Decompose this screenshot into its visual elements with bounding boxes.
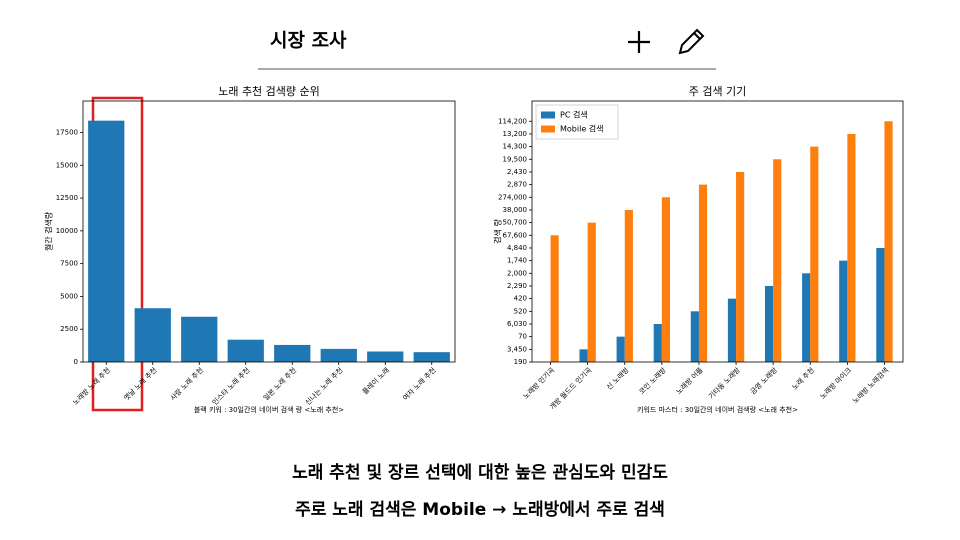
legend-swatch xyxy=(541,111,555,119)
x-axis-label: 블랙 키워 : 30일간의 네이버 검색 량 <노래 추천> xyxy=(194,405,344,414)
bar xyxy=(802,273,811,362)
y-tick-label: 520 xyxy=(514,307,527,315)
bar xyxy=(274,344,311,362)
bar xyxy=(616,336,625,362)
y-tick-label: 2,430 xyxy=(507,168,527,176)
chart-title: 주 검색 기기 xyxy=(689,85,747,98)
y-tick-label: 0 xyxy=(74,358,78,366)
summary-line: 주로 노래 검색은 Mobile → 노래방에서 주로 검색 xyxy=(295,500,665,520)
bar xyxy=(550,235,559,362)
y-tick-label: 114,200 xyxy=(498,117,527,125)
bar xyxy=(764,285,774,362)
add-icon[interactable] xyxy=(628,31,650,53)
y-tick-label: 14,300 xyxy=(503,143,528,151)
y-tick-label: 67,600 xyxy=(503,231,528,239)
x-axis-label: 키워드 마스터 : 30일간의 네이버 검색량 <노래 추천> xyxy=(637,405,798,414)
bar xyxy=(810,146,819,362)
bar xyxy=(839,260,848,362)
bar xyxy=(88,120,125,362)
y-tick-label: 274,000 xyxy=(498,193,527,201)
y-tick-label: 2,000 xyxy=(507,269,527,277)
bar xyxy=(736,171,745,362)
plot-frame xyxy=(82,100,456,363)
x-tick-label: 옛날 노래 추천 xyxy=(122,365,159,402)
y-tick-label: 7500 xyxy=(60,260,78,268)
x-tick-label: 사랑 노래 추천 xyxy=(168,365,205,402)
x-tick-label: 인스타 노래 추천 xyxy=(210,365,251,406)
x-tick-label: 노래방 노래 추천 xyxy=(71,365,112,406)
x-tick-label: 노래방 어플 xyxy=(674,365,705,396)
y-tick-label: 19,500 xyxy=(503,155,528,163)
bar xyxy=(727,298,737,362)
bar xyxy=(181,316,218,362)
x-tick-label: 노래방 마이크 xyxy=(818,365,854,401)
bar xyxy=(847,133,856,362)
legend-label: PC 검색 xyxy=(560,110,588,120)
y-tick-label: 4,840 xyxy=(507,244,527,252)
bar xyxy=(134,308,171,362)
x-tick-label: 코인 노래방 xyxy=(637,365,668,396)
bar xyxy=(884,121,893,362)
slide-title: 시장 조사 xyxy=(270,30,347,52)
bar xyxy=(413,352,450,362)
y-tick-label: 2,290 xyxy=(507,282,527,290)
bar xyxy=(587,222,596,362)
bar xyxy=(876,247,885,362)
x-tick-label: 노래방 노래검색 xyxy=(850,365,890,405)
x-tick-label: 노래 추천 xyxy=(790,365,816,391)
y-tick-label: 10000 xyxy=(56,227,78,235)
x-tick-label: 여자 노래 추천 xyxy=(401,365,438,402)
bar xyxy=(690,311,699,362)
x-tick-label: 노래방 인기곡 xyxy=(521,365,557,401)
legend-swatch xyxy=(541,125,555,133)
y-tick-label: 2,870 xyxy=(507,181,527,189)
bar xyxy=(320,348,357,362)
chart-title: 노래 추천 검색량 순위 xyxy=(218,84,320,98)
y-tick-label: 70 xyxy=(518,333,527,341)
bar xyxy=(653,323,662,362)
bar xyxy=(698,184,708,362)
plot-frame xyxy=(531,100,904,363)
y-tick-label: 190 xyxy=(514,358,527,366)
x-tick-label: 기타동 노래방 xyxy=(707,365,743,401)
bar xyxy=(227,339,264,362)
y-tick-label: 2500 xyxy=(60,325,78,333)
y-tick-label: 17500 xyxy=(56,128,78,136)
bar xyxy=(624,209,633,362)
x-tick-label: 신 노래방 xyxy=(604,365,631,392)
summary-line: 노래 추천 및 장르 선택에 대한 높은 관심도와 민감도 xyxy=(292,463,668,483)
y-tick-label: 420 xyxy=(514,295,527,303)
y-tick-label: 13,200 xyxy=(503,130,528,138)
x-tick-label: 신나는 노래 추천 xyxy=(303,365,344,406)
bar xyxy=(661,197,671,362)
y-axis-label: 월간 검색량 xyxy=(44,211,54,251)
y-tick-label: 15000 xyxy=(56,161,78,169)
x-tick-label: 플레이 노래 xyxy=(360,365,391,396)
y-tick-label: 3,450 xyxy=(507,345,527,353)
legend-box xyxy=(535,104,619,140)
y-tick-label: 12500 xyxy=(56,194,78,202)
bar xyxy=(579,349,588,362)
bar xyxy=(773,159,782,362)
y-axis-label: 검색 량 xyxy=(493,219,503,244)
y-tick-label: 6,030 xyxy=(507,320,527,328)
edit-icon[interactable] xyxy=(678,28,705,55)
x-tick-label: 일본 노래 추천 xyxy=(261,365,298,402)
y-tick-label: 50,700 xyxy=(503,219,528,227)
y-tick-label: 38,000 xyxy=(503,206,528,214)
bar xyxy=(367,351,404,362)
y-tick-label: 1,740 xyxy=(507,257,527,265)
y-tick-label: 5000 xyxy=(60,292,78,300)
legend-label: Mobile 검색 xyxy=(560,124,604,134)
x-tick-label: 금영 노래방 xyxy=(748,365,779,396)
